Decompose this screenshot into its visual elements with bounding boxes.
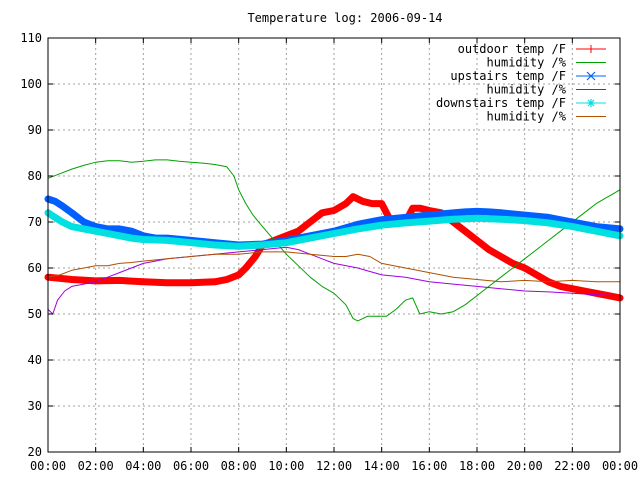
legend-label: humidity /% xyxy=(487,56,567,70)
x-tick-label: 02:00 xyxy=(78,459,114,473)
series-group xyxy=(44,159,624,322)
x-tick-label: 22:00 xyxy=(554,459,590,473)
y-tick-label: 90 xyxy=(28,123,42,137)
legend-marker xyxy=(586,71,596,81)
x-tick-label: 12:00 xyxy=(316,459,352,473)
series-line-1 xyxy=(47,159,621,322)
y-tick-label: 40 xyxy=(28,353,42,367)
y-tick-label: 20 xyxy=(28,445,42,459)
x-tick-label: 06:00 xyxy=(173,459,209,473)
y-tick-label: 30 xyxy=(28,399,42,413)
y-tick-label: 110 xyxy=(20,31,42,45)
y-tick-label: 80 xyxy=(28,169,42,183)
legend-label: outdoor temp /F xyxy=(458,42,566,56)
series-line-0 xyxy=(44,193,624,302)
legend-label: humidity /% xyxy=(487,110,567,124)
series-line-4 xyxy=(44,209,624,250)
series-line-5 xyxy=(47,251,621,283)
x-tick-label: 00:00 xyxy=(602,459,638,473)
x-tick-label: 18:00 xyxy=(459,459,495,473)
tick-labels: 00:00 02:00 04:00 06:00 08:00 10:00 12:00 14:00… xyxy=(20,31,638,473)
x-tick-label: 10:00 xyxy=(268,459,304,473)
x-tick-label: 16:00 xyxy=(411,459,447,473)
x-tick-label: 08:00 xyxy=(221,459,257,473)
y-tick-label: 70 xyxy=(28,215,42,229)
x-tick-label: 14:00 xyxy=(364,459,400,473)
y-tick-label: 60 xyxy=(28,261,42,275)
legend-label: humidity /% xyxy=(487,83,567,97)
legend-label: upstairs temp /F xyxy=(450,69,566,83)
series-line-3 xyxy=(47,246,621,315)
x-tick-label: 00:00 xyxy=(30,459,66,473)
legend-label: downstairs temp /F xyxy=(436,96,566,110)
chart-title: Temperature log: 2006-09-14 xyxy=(247,11,442,25)
x-tick-label: 20:00 xyxy=(507,459,543,473)
legend-marker xyxy=(587,99,595,107)
y-tick-label: 100 xyxy=(20,77,42,91)
y-tick-label: 50 xyxy=(28,307,42,321)
x-tick-label: 04:00 xyxy=(125,459,161,473)
